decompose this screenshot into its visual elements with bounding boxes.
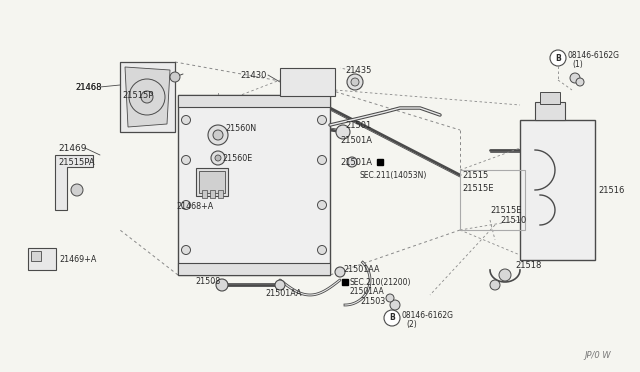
Text: JP/0 W: JP/0 W — [585, 352, 611, 360]
Text: 21515E: 21515E — [462, 183, 493, 192]
Bar — [202, 190, 207, 198]
Text: 21501A: 21501A — [340, 157, 372, 167]
Bar — [535, 102, 565, 120]
Circle shape — [317, 115, 326, 125]
Text: 21515: 21515 — [462, 170, 488, 180]
Text: 21516: 21516 — [598, 186, 625, 195]
Bar — [218, 190, 223, 198]
Text: SEC.211(14053N): SEC.211(14053N) — [360, 170, 428, 180]
Bar — [460, 170, 525, 230]
Text: 08146-6162G: 08146-6162G — [568, 51, 620, 60]
Text: 21501A: 21501A — [340, 135, 372, 144]
Text: 21501AA: 21501AA — [265, 289, 301, 298]
Circle shape — [211, 151, 225, 165]
Bar — [199, 171, 225, 193]
Circle shape — [216, 279, 228, 291]
Bar — [196, 168, 228, 196]
Bar — [520, 120, 595, 260]
Text: 21468: 21468 — [75, 83, 102, 92]
Text: 21510: 21510 — [500, 215, 526, 224]
Bar — [31, 251, 41, 261]
Circle shape — [141, 91, 153, 103]
Bar — [540, 92, 560, 104]
Circle shape — [208, 125, 228, 145]
Text: 21503: 21503 — [360, 298, 385, 307]
Text: (2): (2) — [406, 321, 417, 330]
Circle shape — [71, 184, 83, 196]
Circle shape — [317, 155, 326, 164]
Circle shape — [550, 50, 566, 66]
Text: 21469+A: 21469+A — [59, 254, 97, 263]
Bar — [28, 248, 56, 270]
Circle shape — [576, 78, 584, 86]
Text: 21468+A: 21468+A — [176, 202, 213, 211]
Text: 21560N: 21560N — [225, 124, 256, 132]
Circle shape — [336, 125, 350, 139]
Text: 21501AA: 21501AA — [349, 286, 384, 295]
Bar — [280, 68, 335, 96]
Circle shape — [499, 269, 511, 281]
Text: 21515P: 21515P — [122, 90, 154, 99]
Text: 21435: 21435 — [345, 65, 371, 74]
Circle shape — [570, 73, 580, 83]
Text: B: B — [555, 54, 561, 62]
Text: 08146-6162G: 08146-6162G — [402, 311, 454, 320]
Text: 21501: 21501 — [345, 121, 371, 129]
Text: 21501AA: 21501AA — [343, 266, 380, 275]
Text: 21515PA: 21515PA — [58, 157, 95, 167]
Circle shape — [386, 294, 394, 302]
Bar — [210, 190, 215, 198]
Circle shape — [390, 300, 400, 310]
Circle shape — [384, 310, 400, 326]
Circle shape — [347, 74, 363, 90]
Circle shape — [335, 267, 345, 277]
Bar — [178, 95, 330, 107]
Bar — [120, 62, 175, 132]
Polygon shape — [55, 155, 93, 210]
Text: 21560E: 21560E — [222, 154, 252, 163]
Text: 21518: 21518 — [515, 260, 541, 269]
Bar — [178, 263, 330, 275]
Circle shape — [347, 157, 357, 167]
Circle shape — [215, 155, 221, 161]
Text: 21430: 21430 — [240, 71, 266, 80]
Circle shape — [351, 78, 359, 86]
Text: 21468: 21468 — [75, 83, 102, 92]
Circle shape — [182, 246, 191, 254]
Circle shape — [275, 280, 285, 290]
Circle shape — [490, 280, 500, 290]
Text: 21469: 21469 — [58, 144, 86, 153]
Circle shape — [182, 201, 191, 209]
Circle shape — [317, 246, 326, 254]
Text: (1): (1) — [572, 60, 583, 68]
Circle shape — [317, 201, 326, 209]
Circle shape — [182, 115, 191, 125]
Text: 21515E: 21515E — [490, 205, 522, 215]
Circle shape — [170, 72, 180, 82]
Bar — [178, 95, 330, 275]
Circle shape — [213, 130, 223, 140]
Text: B: B — [389, 314, 395, 323]
Circle shape — [182, 155, 191, 164]
Text: SEC.210(21200): SEC.210(21200) — [349, 278, 410, 286]
Text: 21508: 21508 — [195, 278, 220, 286]
Polygon shape — [125, 67, 170, 127]
